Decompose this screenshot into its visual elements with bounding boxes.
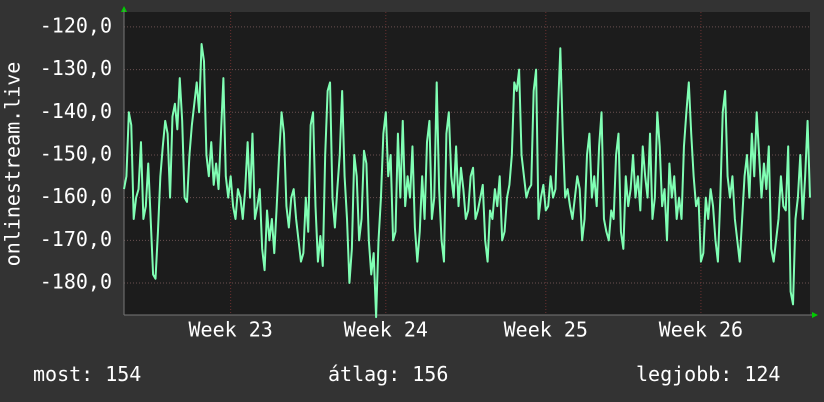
plot-area bbox=[124, 12, 810, 315]
stat-label: átlag: bbox=[328, 362, 400, 386]
stat-value: 156 bbox=[412, 362, 448, 386]
x-tick-label: Week 23 bbox=[189, 318, 273, 342]
y-tick-label: -150,0 bbox=[40, 141, 112, 165]
y-tick-label: -120,0 bbox=[40, 13, 112, 37]
x-tick-label: Week 24 bbox=[344, 318, 428, 342]
stat-value: 154 bbox=[105, 362, 141, 386]
data-line bbox=[123, 43, 811, 319]
stat-value: 124 bbox=[744, 362, 780, 386]
y-tick-label: -170,0 bbox=[40, 227, 112, 251]
y-tick-label: -130,0 bbox=[40, 56, 112, 80]
footer-stat: legjobb: 124 bbox=[636, 362, 780, 386]
y-tick-label: -140,0 bbox=[40, 99, 112, 123]
footer-stat: átlag: 156 bbox=[328, 362, 448, 386]
stat-label: legjobb: bbox=[636, 362, 732, 386]
stat-label: most: bbox=[33, 362, 93, 386]
y-axis-label: onlinestream.live bbox=[1, 62, 25, 267]
footer-stat: most: 154 bbox=[33, 362, 141, 386]
y-arrow bbox=[121, 6, 127, 12]
y-tick-label: -180,0 bbox=[40, 269, 112, 293]
x-tick-label: Week 25 bbox=[504, 318, 588, 342]
y-tick-label: -160,0 bbox=[40, 184, 112, 208]
x-arrow bbox=[812, 312, 818, 318]
x-tick-label: Week 26 bbox=[659, 318, 743, 342]
